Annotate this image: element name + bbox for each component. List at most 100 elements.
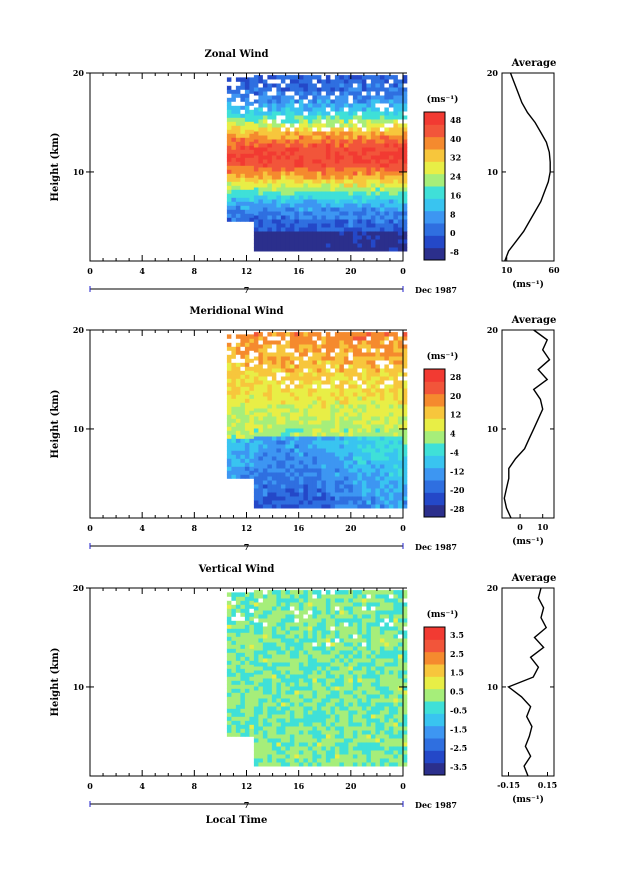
- heatmap-cell: [348, 344, 354, 349]
- heatmap-cell: [289, 412, 295, 417]
- heatmap-cell: [258, 488, 264, 493]
- heatmap-cell: [294, 464, 300, 469]
- heatmap-cell: [375, 127, 381, 132]
- heatmap-cell: [280, 127, 286, 132]
- heatmap-cell: [231, 374, 237, 379]
- heatmap-cell: [276, 464, 282, 469]
- heatmap-cell: [307, 195, 313, 200]
- heatmap-cell: [280, 702, 286, 707]
- heatmap-cell: [357, 235, 363, 240]
- heatmap-cell: [226, 676, 232, 681]
- heatmap-cell: [348, 376, 354, 381]
- heatmap-cell: [343, 352, 349, 357]
- heatmap-cell: [388, 420, 394, 425]
- heatmap-cell: [267, 352, 273, 357]
- heatmap-cell: [240, 410, 246, 415]
- heatmap-cell: [298, 143, 304, 148]
- heatmap-cell: [352, 662, 358, 667]
- heatmap-cell: [235, 121, 241, 126]
- heatmap-cell: [303, 472, 309, 477]
- heatmap-cell: [321, 674, 327, 679]
- heatmap-cell: [294, 207, 300, 212]
- heatmap-cell: [361, 123, 367, 128]
- heatmap-cell: [244, 406, 250, 411]
- heatmap-cell: [397, 127, 403, 132]
- heatmap-cell: [267, 143, 273, 148]
- heatmap-cell: [303, 464, 309, 469]
- heatmap-cell: [289, 730, 295, 735]
- heatmap-cell: [375, 368, 381, 373]
- heatmap-cell: [285, 662, 291, 667]
- heatmap-cell: [240, 466, 246, 471]
- heatmap-cell: [280, 135, 286, 140]
- heatmap-cell: [298, 151, 304, 156]
- heatmap-cell: [244, 370, 250, 375]
- heatmap-cell: [330, 91, 336, 96]
- heatmap-cell: [388, 424, 394, 429]
- heatmap-cell: [289, 103, 295, 108]
- heatmap-cell: [352, 424, 358, 429]
- heatmap-cell: [316, 594, 322, 599]
- heatmap-cell: [325, 714, 331, 719]
- heatmap-cell: [366, 750, 372, 755]
- heatmap-cell: [303, 332, 309, 337]
- heatmap-cell: [325, 610, 331, 615]
- heatmap-cell: [303, 211, 309, 216]
- heatmap-cell: [402, 75, 408, 80]
- heatmap-cell: [289, 167, 295, 172]
- heatmap-cell: [249, 125, 255, 130]
- heatmap-cell: [276, 352, 282, 357]
- heatmap-cell: [244, 636, 250, 641]
- heatmap-cell: [316, 702, 322, 707]
- heatmap-cell: [298, 726, 304, 731]
- heatmap-cell: [294, 95, 300, 100]
- heatmap-cell: [253, 388, 259, 393]
- heatmap-cell: [370, 99, 376, 104]
- heatmap-cell: [226, 177, 232, 182]
- heatmap-cell: [231, 177, 237, 182]
- heatmap-cell: [379, 352, 385, 357]
- heatmap-cell: [343, 456, 349, 461]
- heatmap-cell: [388, 496, 394, 501]
- heatmap-cell: [370, 440, 376, 445]
- heatmap-cell: [375, 155, 381, 160]
- heatmap-cell: [294, 594, 300, 599]
- heatmap-cell: [316, 79, 322, 84]
- heatmap-cell: [334, 167, 340, 172]
- heatmap-cell: [240, 696, 246, 701]
- heatmap-cell: [298, 630, 304, 635]
- heatmap-cell: [361, 131, 367, 136]
- heatmap-cell: [312, 726, 318, 731]
- heatmap-cell: [289, 718, 295, 723]
- heatmap-cell: [267, 674, 273, 679]
- heatmap-cell: [357, 336, 363, 341]
- heatmap-cell: [339, 239, 345, 244]
- heatmap-cell: [357, 195, 363, 200]
- heatmap-cell: [298, 99, 304, 104]
- heatmap-cell: [330, 678, 336, 683]
- heatmap-cell: [298, 504, 304, 509]
- heatmap-cell: [321, 662, 327, 667]
- heatmap-cell: [330, 420, 336, 425]
- heatmap-cell: [303, 738, 309, 743]
- heatmap-cell: [267, 91, 273, 96]
- heatmap-cell: [393, 380, 399, 385]
- heatmap-cell: [321, 340, 327, 345]
- heatmap-cell: [330, 103, 336, 108]
- heatmap-cell: [235, 596, 241, 601]
- heatmap-cell: [289, 714, 295, 719]
- heatmap-cell: [397, 95, 403, 100]
- heatmap-cell: [271, 726, 277, 731]
- heatmap-cell: [316, 460, 322, 465]
- heatmap-cell: [298, 340, 304, 345]
- heatmap-cell: [312, 738, 318, 743]
- heatmap-cell: [262, 472, 268, 477]
- heatmap-cell: [244, 434, 250, 439]
- heatmap-cell: [289, 91, 295, 96]
- heatmap-cell: [307, 630, 313, 635]
- heatmap-cell: [280, 139, 286, 144]
- heatmap-cell: [316, 630, 322, 635]
- heatmap-cell: [298, 95, 304, 100]
- heatmap-cell: [348, 646, 354, 651]
- heatmap-cell: [357, 167, 363, 172]
